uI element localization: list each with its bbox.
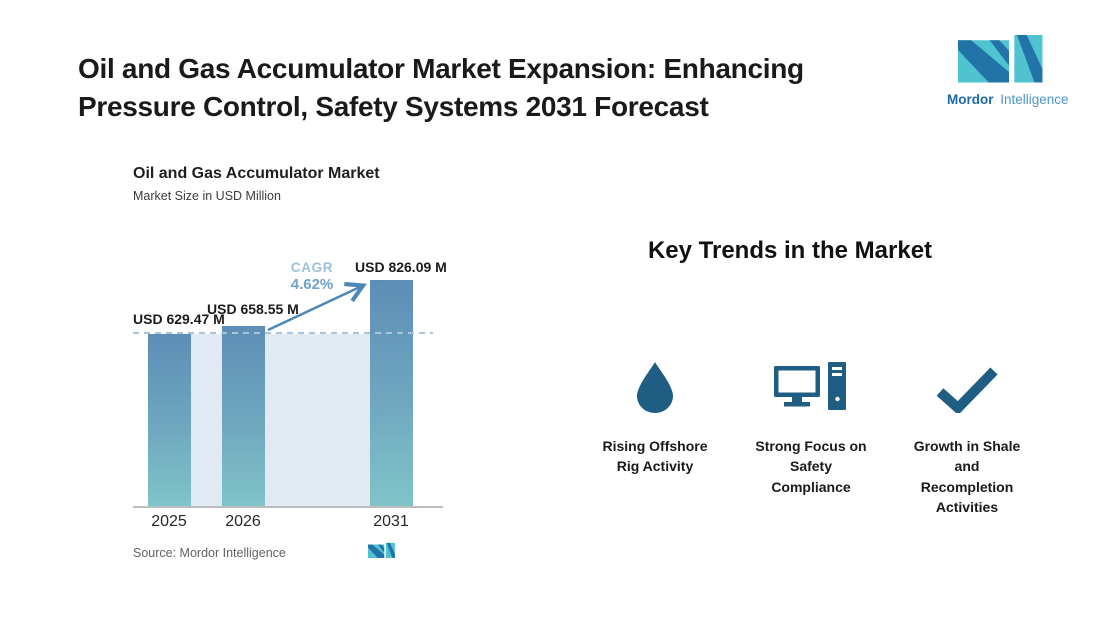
dashed-threshold-line xyxy=(133,332,433,334)
chart-title: Oil and Gas Accumulator Market xyxy=(133,165,380,182)
x-axis-tick-label: 2026 xyxy=(225,513,261,530)
trend-item-offshore-rig: Rising Offshore Rig Activity xyxy=(580,353,730,517)
brand-name: Mordor Intelligence xyxy=(947,92,1069,107)
bar-value-label: USD 826.09 M xyxy=(355,259,447,275)
x-axis-tick-label: 2025 xyxy=(151,513,187,530)
bar-value-label: USD 629.47 M xyxy=(133,311,225,327)
trend-icon-box xyxy=(774,353,848,413)
trend-item-shale-recompletion: Growth in Shale and Recompletion Activit… xyxy=(892,353,1042,517)
chart-subtitle: Market Size in USD Million xyxy=(133,189,281,203)
key-trends-heading: Key Trends in the Market xyxy=(647,237,933,264)
droplet-icon xyxy=(637,362,673,413)
growth-arrow-icon xyxy=(267,281,367,332)
bar xyxy=(370,280,413,507)
checkmark-icon xyxy=(936,367,998,413)
trend-item-safety-compliance: Strong Focus on Safety Compliance xyxy=(736,353,886,517)
cagr-annotation: CAGR 4.62% xyxy=(291,260,334,294)
mordor-logo-icon xyxy=(958,34,1043,83)
bar xyxy=(148,334,191,507)
bar-value-label: USD 658.55 M xyxy=(207,301,299,317)
source-attribution: Source: Mordor Intelligence xyxy=(133,546,286,560)
trend-label: Strong Focus on Safety Compliance xyxy=(755,438,867,495)
x-axis-line xyxy=(133,506,443,508)
trend-label: Rising Offshore Rig Activity xyxy=(602,438,708,475)
brand-name-mordor: Mordor xyxy=(947,92,994,107)
baseline-band xyxy=(148,334,413,507)
chart-plot: USD 629.47 M USD 658.55 M USD 826.09 M C… xyxy=(133,230,447,530)
trend-icon-box xyxy=(636,353,674,413)
trend-label: Growth in Shale and Recompletion Activit… xyxy=(913,438,1021,515)
cagr-value: 4.62% xyxy=(290,276,334,294)
x-axis-tick-label: 2031 xyxy=(373,513,409,530)
page-title: Oil and Gas Accumulator Market Expansion… xyxy=(78,53,804,122)
key-trends-list: Rising Offshore Rig Activity Strong Focu… xyxy=(580,353,1042,517)
desktop-computer-icon xyxy=(774,362,846,410)
mordor-logo-small-icon xyxy=(368,542,395,558)
bar xyxy=(222,326,265,507)
cagr-label: CAGR xyxy=(290,260,334,275)
brand-name-intelligence: Intelligence xyxy=(1000,92,1069,107)
trend-icon-box xyxy=(935,353,999,413)
mordor-intelligence-logo: Mordor Intelligence xyxy=(947,33,1069,107)
